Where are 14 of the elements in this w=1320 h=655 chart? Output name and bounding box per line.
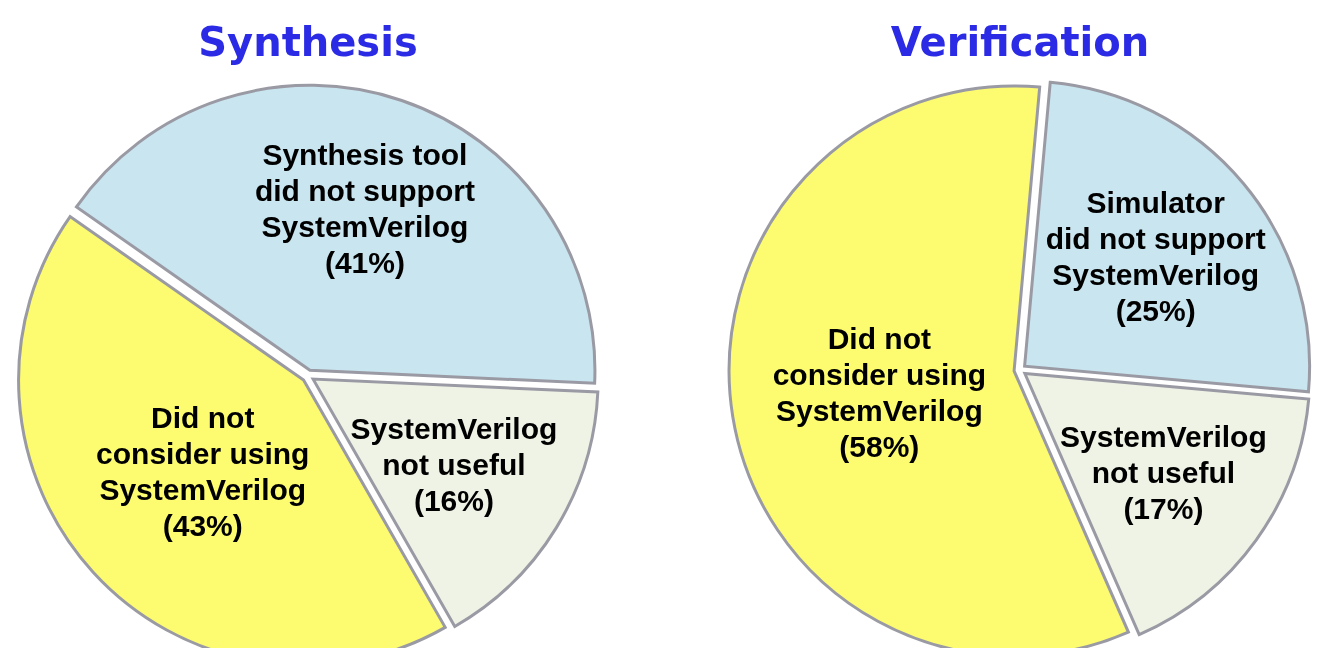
data-label: (17%) <box>1123 492 1204 526</box>
chart-title: Synthesis <box>198 19 418 65</box>
slice-label: Did not consider using SystemVerilog <box>772 321 987 427</box>
slice-label: Simulator did not support SystemVerilog <box>1045 185 1266 291</box>
slice-label: Did not consider using SystemVerilog <box>96 401 310 507</box>
slice-label: SystemVerilog not useful <box>350 412 558 482</box>
data-label: (25%) <box>1115 293 1196 327</box>
chart-title: Verification <box>890 19 1150 65</box>
slice-label: SystemVerilog not useful <box>1060 420 1267 490</box>
data-label: (41%) <box>324 245 405 279</box>
data-label: (58%) <box>839 429 920 463</box>
data-label: (16%) <box>413 484 494 518</box>
data-label: (43%) <box>162 509 243 543</box>
slice-label: Synthesis tool did not support SystemVerilog <box>254 137 475 243</box>
